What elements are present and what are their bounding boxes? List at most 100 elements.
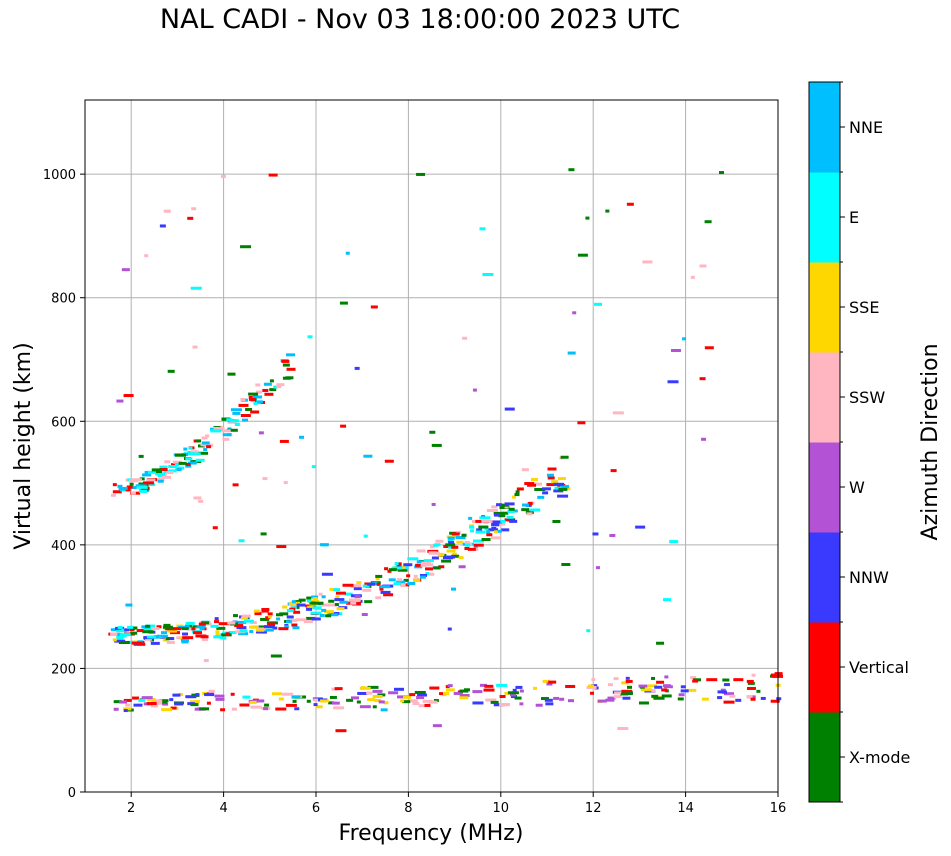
- echo-point: [356, 581, 362, 585]
- echo-point: [174, 702, 184, 706]
- echo-point: [206, 701, 211, 705]
- x-tick-label: 6: [312, 801, 320, 816]
- echo-point: [393, 687, 404, 691]
- colorbar-swatch-ssw: [809, 352, 840, 443]
- echo-point: [250, 705, 262, 709]
- echo-point: [240, 398, 246, 402]
- echo-point: [484, 684, 494, 688]
- echo-point: [496, 503, 503, 507]
- colorbar-label-nnw: NNW: [849, 568, 889, 587]
- echo-point: [686, 688, 697, 692]
- echo-point: [167, 637, 175, 641]
- echo-point: [504, 518, 514, 522]
- echo-point: [234, 422, 240, 426]
- echo-point: [677, 697, 684, 701]
- echo-point: [653, 696, 665, 700]
- echo-point: [282, 605, 288, 609]
- colorbar-swatch-vertical: [809, 622, 840, 713]
- echo-point: [191, 627, 196, 631]
- echo-point: [607, 696, 616, 700]
- echo-point: [181, 640, 189, 644]
- echo-point: [388, 578, 396, 582]
- echo-point: [504, 505, 509, 509]
- echo-point: [311, 595, 319, 599]
- echo-point: [535, 482, 543, 486]
- echo-point: [441, 559, 452, 563]
- echo-point: [156, 625, 162, 629]
- echo-point: [353, 587, 362, 591]
- echo-point: [448, 540, 455, 544]
- echo-point: [112, 638, 117, 642]
- echo-point: [383, 593, 394, 597]
- echo-point: [220, 708, 226, 712]
- echo-point: [241, 614, 251, 618]
- echo-point: [276, 385, 282, 389]
- echo-point: [221, 417, 227, 421]
- echo-point: [181, 627, 189, 631]
- colorbar-swatch-x-mode: [809, 712, 840, 803]
- echo-point: [586, 629, 591, 633]
- echo-point: [627, 692, 633, 696]
- echo-point: [774, 672, 783, 676]
- echo-point: [612, 411, 624, 415]
- echo-point: [126, 485, 133, 489]
- echo-point: [451, 554, 460, 558]
- echo-point: [276, 545, 287, 549]
- echo-point: [392, 566, 403, 570]
- echo-point: [323, 610, 334, 614]
- echo-point: [249, 630, 254, 634]
- echo-point: [117, 626, 123, 630]
- echo-point: [188, 446, 193, 450]
- echo-point: [419, 573, 427, 577]
- echo-point: [267, 612, 273, 616]
- colorbar-swatch-w: [809, 442, 840, 533]
- echo-point: [234, 624, 244, 628]
- colorbar-label-sse: SSE: [849, 298, 879, 317]
- echo-point: [291, 623, 298, 627]
- echo-point: [198, 622, 206, 626]
- echo-point: [413, 574, 418, 578]
- echo-point: [227, 372, 236, 376]
- echo-point: [720, 688, 726, 692]
- echo-point: [214, 617, 219, 621]
- echo-point: [458, 556, 464, 560]
- echo-point: [222, 631, 230, 635]
- echo-point: [413, 578, 421, 582]
- echo-point: [380, 590, 391, 594]
- echo-point: [263, 382, 272, 386]
- echo-point: [263, 707, 269, 711]
- echo-point: [534, 488, 546, 492]
- echo-point: [433, 543, 439, 547]
- echo-point: [472, 388, 477, 392]
- echo-point: [272, 692, 283, 696]
- echo-point: [481, 519, 493, 523]
- echo-point: [122, 486, 128, 490]
- echo-point: [195, 458, 205, 462]
- echo-point: [248, 395, 253, 399]
- echo-point: [470, 529, 475, 533]
- echo-point: [397, 568, 408, 572]
- echo-point: [126, 640, 133, 644]
- echo-point: [344, 592, 353, 596]
- echo-point: [276, 617, 281, 621]
- echo-point: [200, 635, 209, 639]
- echo-point: [141, 487, 149, 491]
- echo-point: [143, 627, 152, 631]
- echo-point: [116, 399, 124, 403]
- echo-point: [110, 632, 121, 636]
- echo-point: [276, 383, 285, 387]
- colorbar-label-x-mode: X-mode: [849, 748, 910, 767]
- echo-point: [203, 448, 208, 452]
- echo-point: [312, 597, 318, 601]
- echo-point: [255, 630, 267, 634]
- echo-point: [119, 633, 131, 637]
- echo-point: [112, 490, 122, 494]
- echo-point: [346, 698, 354, 702]
- echo-point: [530, 477, 538, 481]
- echo-point: [175, 463, 180, 467]
- echo-point: [320, 603, 330, 607]
- echo-point: [445, 543, 456, 547]
- echo-point: [216, 626, 226, 630]
- echo-point: [238, 403, 249, 407]
- echo-point: [350, 601, 357, 605]
